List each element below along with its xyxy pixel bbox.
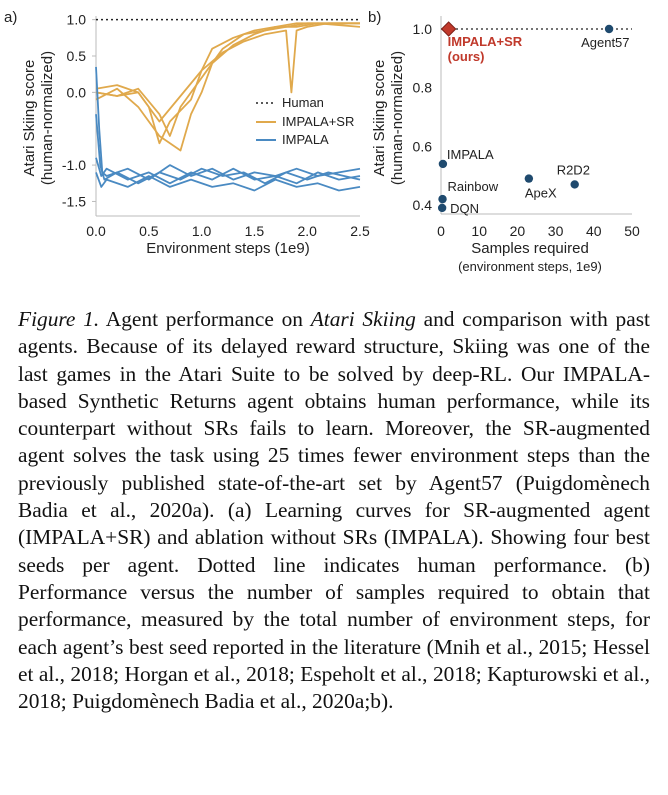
panel-b-xlabel-sub: (environment steps, 1e9) [458, 259, 602, 274]
point-label-agent57: Agent57 [581, 35, 629, 50]
panel-b-ylabel-line2: (human-normalized) [389, 51, 406, 185]
panel-b-xtick-label: 10 [471, 223, 487, 239]
point-label-rainbow: Rainbow [448, 179, 499, 194]
panel-a: a) Atari Skiing score (human-normalized)… [4, 9, 370, 257]
point-label-impala: IMPALA [447, 147, 494, 162]
panel-b-ytick-label: 0.6 [413, 138, 433, 154]
point-label-dqn: DQN [450, 201, 479, 216]
caption-part2: and comparison with past agents. Because… [18, 307, 650, 714]
legend-impala-sr-label: IMPALA+SR [282, 114, 354, 129]
figure-graphic: a) Atari Skiing score (human-normalized)… [4, 9, 640, 274]
point-r2d2 [570, 180, 579, 189]
caption-part1: Agent performance on [99, 307, 311, 331]
point-label-r2d2: R2D2 [557, 162, 590, 177]
panel-b-xtick-label: 0 [437, 223, 445, 239]
panel-b-yticks: 1.0 0.8 0.6 0.4 [413, 21, 433, 213]
point-apex [524, 174, 534, 183]
panel-a-ytick-label: -1.5 [62, 193, 86, 209]
figure-label: Figure 1. [18, 307, 100, 331]
panel-a-xtick-label: 0.5 [139, 223, 159, 239]
point-label-apex: ApeX [525, 186, 557, 201]
point-impala-sr [440, 21, 457, 37]
panel-a-legend: Human IMPALA+SR IMPALA [256, 95, 354, 147]
series-impala-seed-4 [95, 172, 361, 192]
panel-a-ylabel-line1: Atari Skiing score [21, 60, 38, 177]
point-rainbow [438, 194, 447, 204]
panel-a-xtick-label: 1.0 [192, 223, 212, 239]
panel-a-xtick-label: 0.0 [86, 223, 106, 239]
panel-a-plot-area [95, 18, 361, 192]
panel-a-ytick-label: 0.5 [67, 48, 87, 64]
series-impala-sr-seed-3 [95, 22, 360, 123]
point-dqn [437, 203, 447, 213]
point-label-ours: (ours) [448, 49, 485, 64]
caption-game-name: Atari Skiing [310, 307, 416, 331]
figure-caption: Figure 1. Agent performance on Atari Ski… [18, 306, 650, 715]
panel-a-ytick-label: 1.0 [67, 12, 87, 28]
panel-a-yticks: 1.0 0.5 0.0 -1.0 -1.5 [62, 12, 96, 209]
panel-b-xlabel: Samples required [471, 240, 589, 257]
panel-b-xtick-label: 50 [624, 223, 640, 239]
panel-a-ytick-label: 0.0 [67, 84, 87, 100]
panel-b-ytick-label: 0.4 [413, 197, 433, 213]
panel-b-ylabel-line1: Atari Skiing score [371, 60, 388, 177]
legend-human-label: Human [282, 95, 324, 110]
series-impala-sr-seed-4 [95, 22, 360, 152]
panel-a-xtick-label: 2.0 [297, 223, 317, 239]
panel-b-ytick-label: 1.0 [413, 21, 433, 37]
series-impala-seed-3 [95, 157, 361, 185]
point-agent57 [604, 24, 614, 34]
series-impala-seed-2 [95, 114, 361, 185]
panel-b: b) Atari Skiing score (human-normalized)… [368, 9, 640, 274]
panel-a-xlabel: Environment steps (1e9) [146, 240, 309, 257]
panel-b-xtick-label: 20 [510, 223, 526, 239]
panel-b-xtick-label: 40 [586, 223, 602, 239]
panel-b-label: b) [368, 9, 381, 26]
panel-b-xticks: 0 10 20 30 40 50 [437, 223, 640, 239]
panel-a-xtick-label: 1.5 [245, 223, 265, 239]
panel-a-xticks: 0.0 0.5 1.0 1.5 2.0 2.5 [86, 223, 370, 239]
panel-b-xtick-label: 30 [548, 223, 564, 239]
panel-b-ytick-label: 0.8 [413, 80, 433, 96]
series-impala-seed-1 [95, 66, 361, 181]
panel-a-ylabel-line2: (human-normalized) [39, 51, 56, 185]
panel-a-xtick-label: 2.5 [350, 223, 370, 239]
point-label-impala-sr: IMPALA+SR [448, 34, 523, 49]
panel-a-ytick-label: -1.0 [62, 157, 86, 173]
point-impala [438, 159, 448, 169]
legend-impala-label: IMPALA [282, 132, 329, 147]
panel-a-label: a) [4, 9, 17, 26]
